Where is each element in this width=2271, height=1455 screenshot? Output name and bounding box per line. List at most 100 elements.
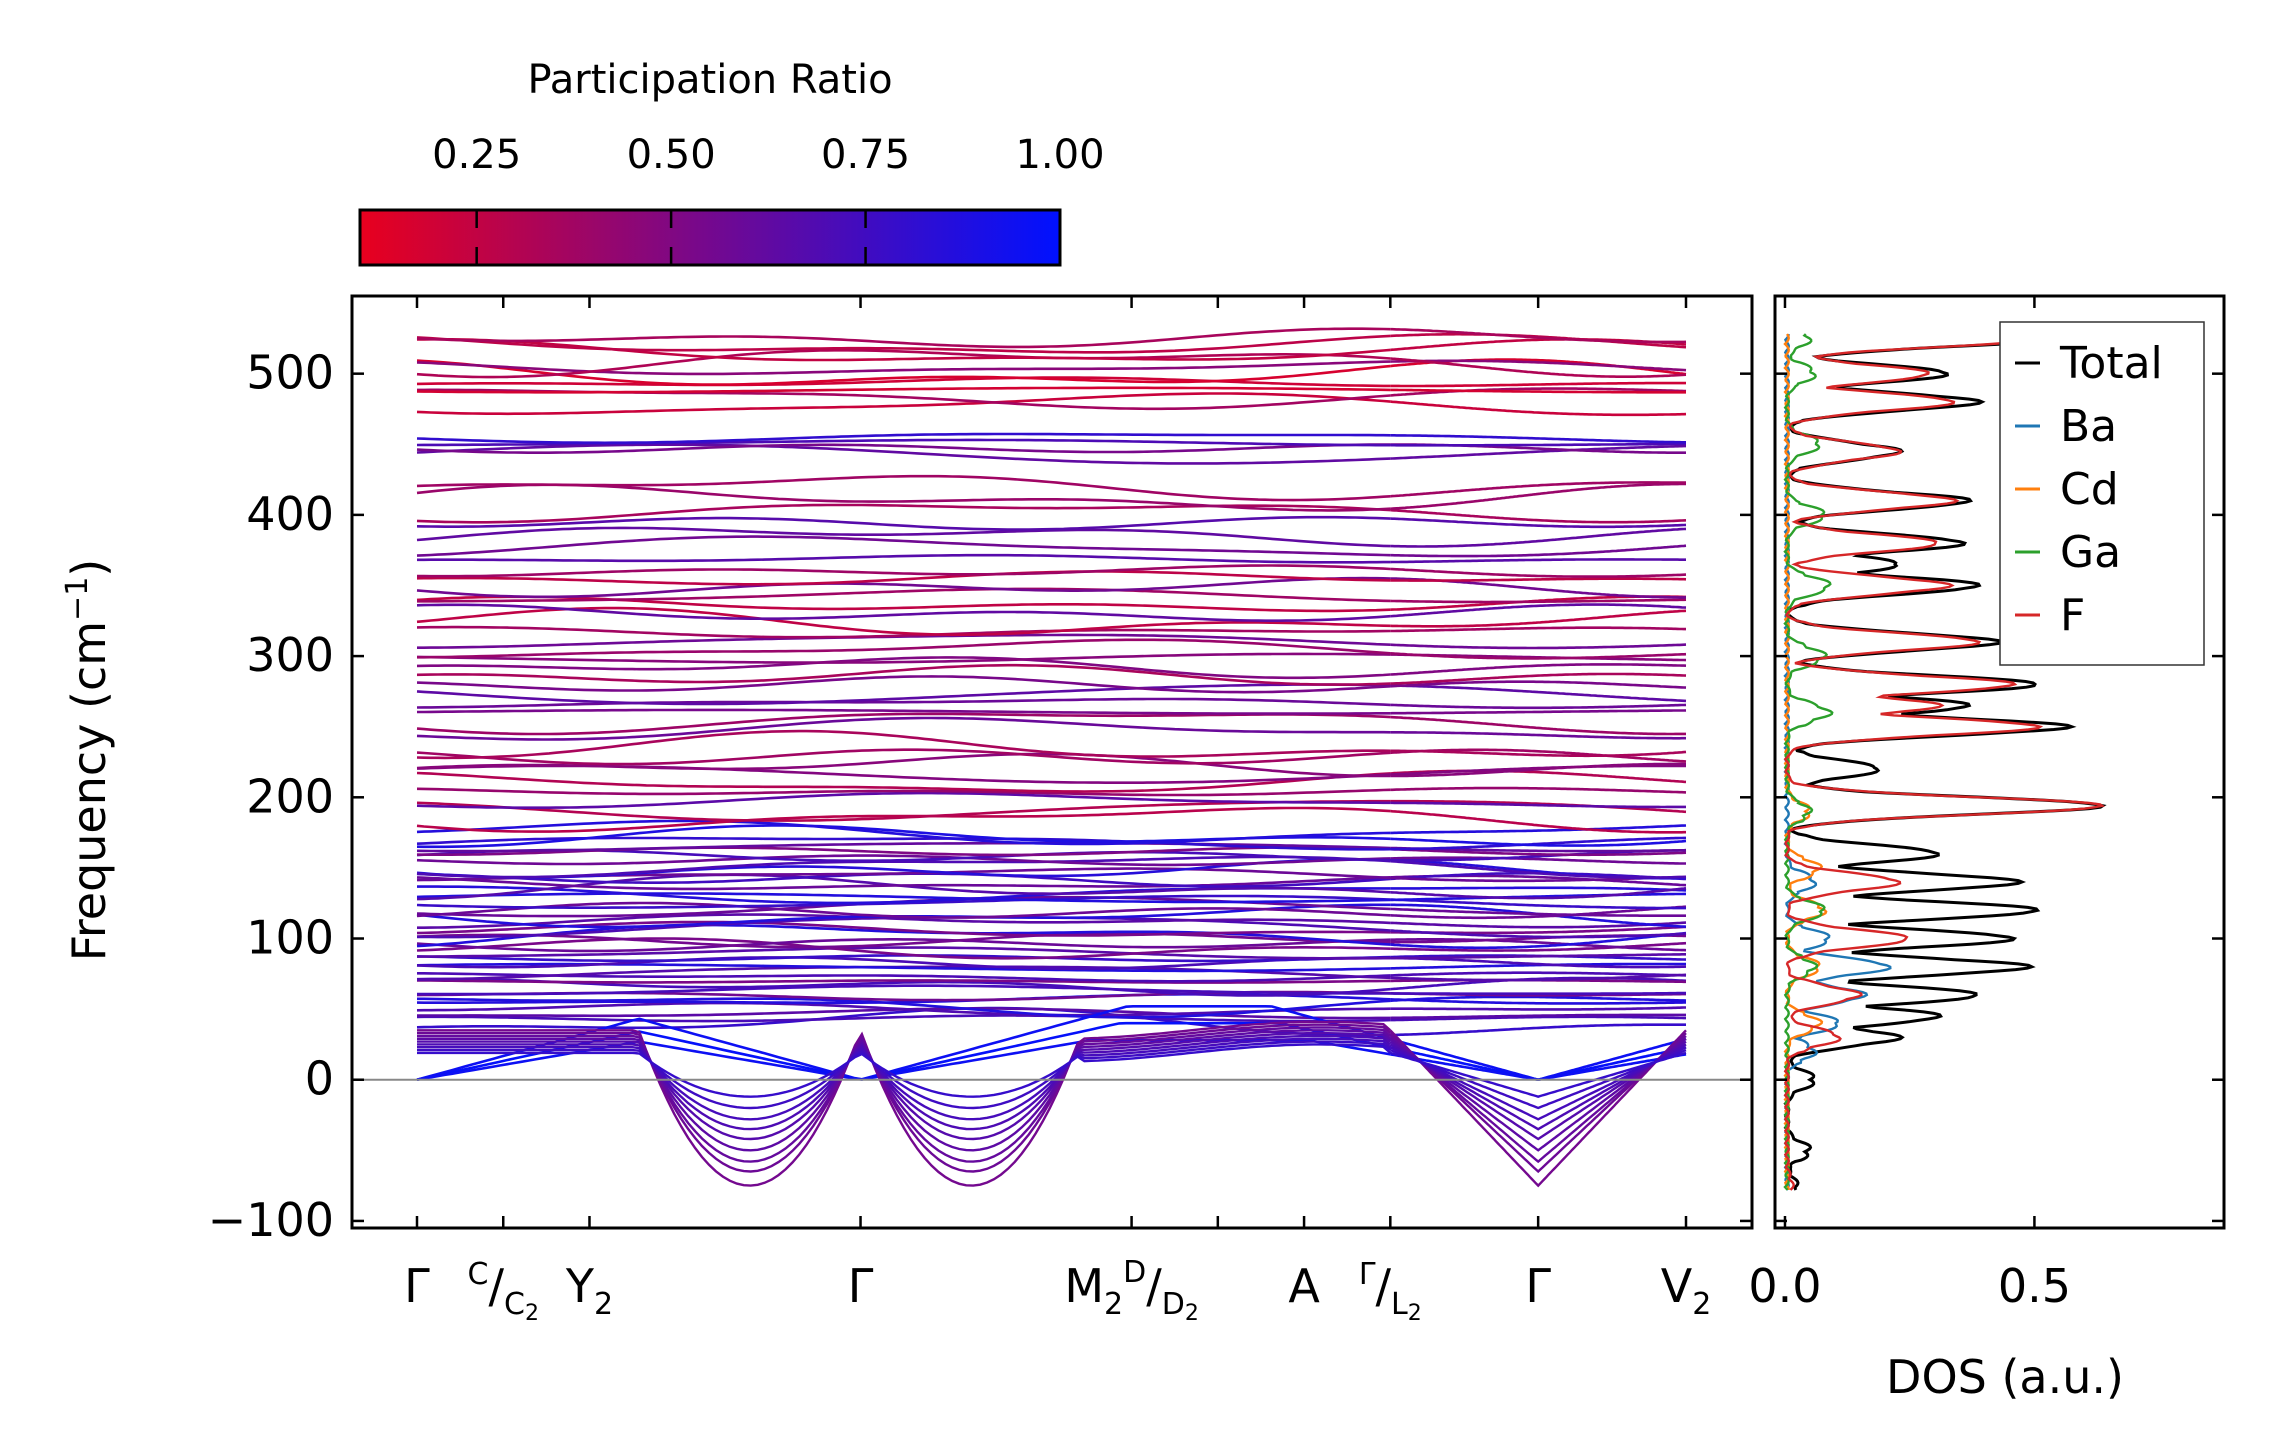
band-k-ticks bbox=[415, 296, 1688, 1228]
phonon-band bbox=[1390, 359, 1687, 372]
phonon-band bbox=[416, 901, 1391, 919]
phonon-band bbox=[1390, 442, 1686, 447]
phonon-band bbox=[416, 729, 1391, 760]
phonon-band bbox=[1390, 400, 1687, 417]
phonon-band bbox=[416, 656, 1391, 680]
phonon-band bbox=[416, 892, 1391, 904]
band-k-labels: Γ C/C2 Y2 Γ M2D/D2 A Γ/L2 Γ V2 bbox=[404, 1255, 1711, 1326]
y-tick-label: 200 bbox=[246, 769, 334, 823]
phonon-band bbox=[1390, 995, 1687, 1003]
phonon-band bbox=[1390, 387, 1687, 397]
phonon-band bbox=[1390, 357, 1687, 378]
dos-lines-group bbox=[1783, 332, 2107, 1191]
phonon-band bbox=[416, 806, 1391, 833]
dos-x-tick-label: 0.5 bbox=[1998, 1259, 2071, 1313]
phonon-band bbox=[1390, 799, 1687, 814]
phonon-band bbox=[1390, 672, 1687, 685]
phonon-band bbox=[1390, 577, 1687, 582]
phonon-band bbox=[416, 535, 1391, 557]
phonon-band bbox=[416, 386, 1391, 394]
phonon-band bbox=[1389, 1035, 1687, 1164]
phonon-band bbox=[1390, 931, 1687, 950]
k-point-label: M2D/D2 bbox=[1064, 1255, 1199, 1326]
phonon-band bbox=[417, 1034, 1392, 1131]
dos-x-axis-label: DOS (a.u.) bbox=[1886, 1350, 2124, 1404]
phonon-band bbox=[1390, 327, 1687, 344]
k-point-label: A bbox=[1288, 1259, 1320, 1313]
phonon-band bbox=[1389, 1029, 1687, 1188]
y-axis-label: Frequency (cm−1) bbox=[60, 559, 116, 962]
phonon-band bbox=[1390, 680, 1687, 689]
phonon-band bbox=[416, 625, 1391, 639]
phonon-band bbox=[1390, 991, 1686, 995]
k-point-label: C/C2 bbox=[468, 1257, 539, 1326]
phonon-band bbox=[417, 1029, 1392, 1152]
phonon-band bbox=[1390, 892, 1686, 902]
phonon-band bbox=[1390, 905, 1687, 920]
phonon-band bbox=[1390, 749, 1687, 758]
phonon-band bbox=[416, 652, 1391, 664]
phonon-band bbox=[1390, 663, 1687, 676]
k-point-label: Γ bbox=[404, 1259, 430, 1313]
phonon-band bbox=[1390, 626, 1686, 633]
phonon-band bbox=[1390, 444, 1686, 460]
phonon-band bbox=[416, 576, 1391, 599]
band-lines-group bbox=[352, 327, 1752, 1188]
phonon-band bbox=[1389, 1048, 1687, 1110]
phonon-band bbox=[1390, 609, 1687, 628]
phonon-band bbox=[1390, 567, 1687, 578]
phonon-band bbox=[417, 984, 1391, 996]
phonon-band bbox=[1390, 1015, 1686, 1022]
dos-axes-frame bbox=[1773, 294, 2226, 1230]
phonon-band bbox=[416, 938, 1391, 953]
phonon-band bbox=[416, 1014, 1391, 1023]
phonon-band bbox=[1390, 709, 1687, 715]
phonon-band bbox=[416, 438, 1391, 447]
phonon-band bbox=[1390, 527, 1687, 548]
y-tick-label: −100 bbox=[208, 1193, 334, 1247]
phonon-band bbox=[1390, 907, 1686, 917]
k-point-label: Γ/L2 bbox=[1359, 1257, 1422, 1326]
phonon-band bbox=[1390, 941, 1687, 952]
dos-series-f bbox=[1783, 332, 2106, 1191]
phonon-band bbox=[416, 791, 1391, 809]
phonon-band bbox=[1389, 1037, 1687, 1152]
phonon-band bbox=[416, 359, 1391, 386]
k-point-label: Γ bbox=[1525, 1259, 1551, 1313]
phonon-band bbox=[416, 748, 1391, 766]
phonon-band bbox=[417, 1031, 1392, 1141]
phonon-band bbox=[1390, 517, 1687, 529]
band-axes-frame bbox=[350, 294, 1754, 1230]
phonon-band bbox=[416, 937, 1391, 960]
phonon-band bbox=[416, 564, 1391, 578]
phonon-band bbox=[1389, 1043, 1687, 1131]
colorbar-tick-labels: 0.25 0.50 0.75 1.00 bbox=[432, 132, 1104, 178]
phonon-band bbox=[416, 712, 1391, 736]
phonon-band bbox=[417, 1040, 1392, 1110]
phonon-band bbox=[1390, 762, 1686, 778]
phonon-band bbox=[416, 855, 1391, 879]
phonon-band bbox=[416, 443, 1391, 465]
phonon-band bbox=[417, 553, 1391, 564]
colorbar-tick-label: 0.25 bbox=[432, 132, 521, 178]
phonon-band bbox=[1390, 837, 1687, 847]
phonon-band bbox=[1390, 715, 1686, 736]
legend-label: Ba bbox=[2060, 401, 2117, 452]
colorbar-title: Participation Ratio bbox=[527, 57, 892, 103]
phonon-band bbox=[416, 392, 1391, 416]
colorbar-ticks bbox=[475, 210, 867, 265]
phonon-band bbox=[1390, 921, 1687, 929]
phonon-band bbox=[1390, 508, 1687, 524]
phonon-band bbox=[416, 771, 1391, 793]
phonon-band bbox=[1390, 938, 1687, 952]
phonon-band bbox=[1390, 652, 1687, 660]
phonon-band bbox=[416, 876, 1391, 891]
phonon-band bbox=[416, 515, 1391, 531]
phonon-band bbox=[416, 526, 1391, 548]
colorbar-tick-label: 0.50 bbox=[627, 132, 716, 178]
phonon-band bbox=[417, 972, 1391, 983]
phonon-band bbox=[1390, 1013, 1686, 1020]
phonon-band bbox=[416, 338, 1391, 362]
phonon-band bbox=[416, 474, 1391, 502]
phonon-band bbox=[1390, 481, 1686, 498]
